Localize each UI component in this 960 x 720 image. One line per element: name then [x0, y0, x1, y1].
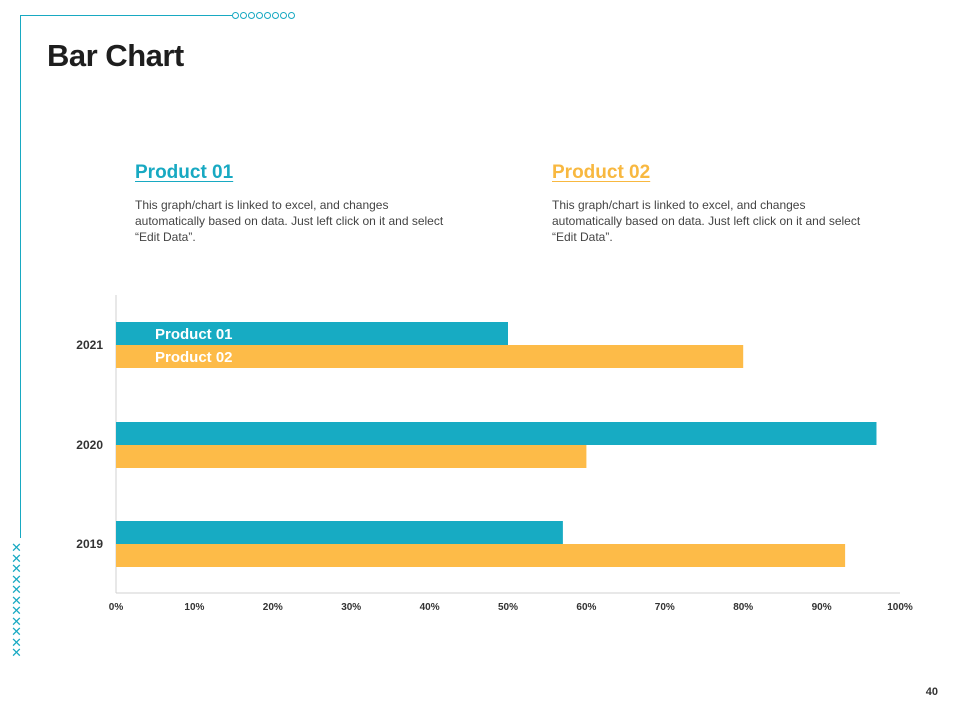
- x-tick-label: 40%: [420, 602, 440, 613]
- bar-2020-product-02: [116, 445, 587, 468]
- product-01-heading: Product 01: [135, 162, 234, 183]
- x-tick-label: 20%: [263, 602, 283, 613]
- decorative-left-line: [20, 16, 21, 538]
- decorative-x-pattern: ✕ ✕ ✕ ✕ ✕ ✕ ✕ ✕ ✕ ✕ ✕: [11, 541, 22, 661]
- product-01-block: Product 01 This graph/chart is linked to…: [135, 162, 455, 245]
- x-tick-label: 100%: [887, 602, 913, 613]
- bar-2020-product-01: [116, 422, 877, 445]
- decorative-top-line: [20, 15, 232, 16]
- x-tick-label: 50%: [498, 602, 518, 613]
- product-02-description: This graph/chart is linked to excel, and…: [552, 198, 861, 244]
- decorative-circles: [232, 12, 295, 19]
- y-tick-label-2020: 2020: [76, 438, 103, 452]
- bar-2021-product-01: [116, 322, 508, 345]
- x-tick-label: 60%: [576, 602, 596, 613]
- legend-label-product-02: Product 02: [155, 349, 233, 366]
- x-tick-label: 80%: [733, 602, 753, 613]
- product-02-block: Product 02 This graph/chart is linked to…: [552, 162, 872, 245]
- x-tick-label: 70%: [655, 602, 675, 613]
- x-tick-label: 10%: [184, 602, 204, 613]
- product-01-description: This graph/chart is linked to excel, and…: [135, 198, 444, 244]
- page-number: 40: [925, 686, 938, 698]
- legend-label-product-01: Product 01: [155, 326, 233, 343]
- product-02-heading: Product 02: [552, 162, 651, 183]
- x-tick-label: 90%: [812, 602, 832, 613]
- x-tick-label: 0%: [109, 602, 124, 613]
- bar-2021-product-02: [116, 345, 744, 368]
- page-title: Bar Chart: [47, 38, 184, 73]
- bar-2019-product-01: [116, 521, 563, 544]
- y-tick-label-2019: 2019: [76, 537, 103, 551]
- x-tick-label: 30%: [341, 602, 361, 613]
- y-tick-label-2021: 2021: [76, 338, 103, 352]
- bar-2019-product-02: [116, 544, 846, 567]
